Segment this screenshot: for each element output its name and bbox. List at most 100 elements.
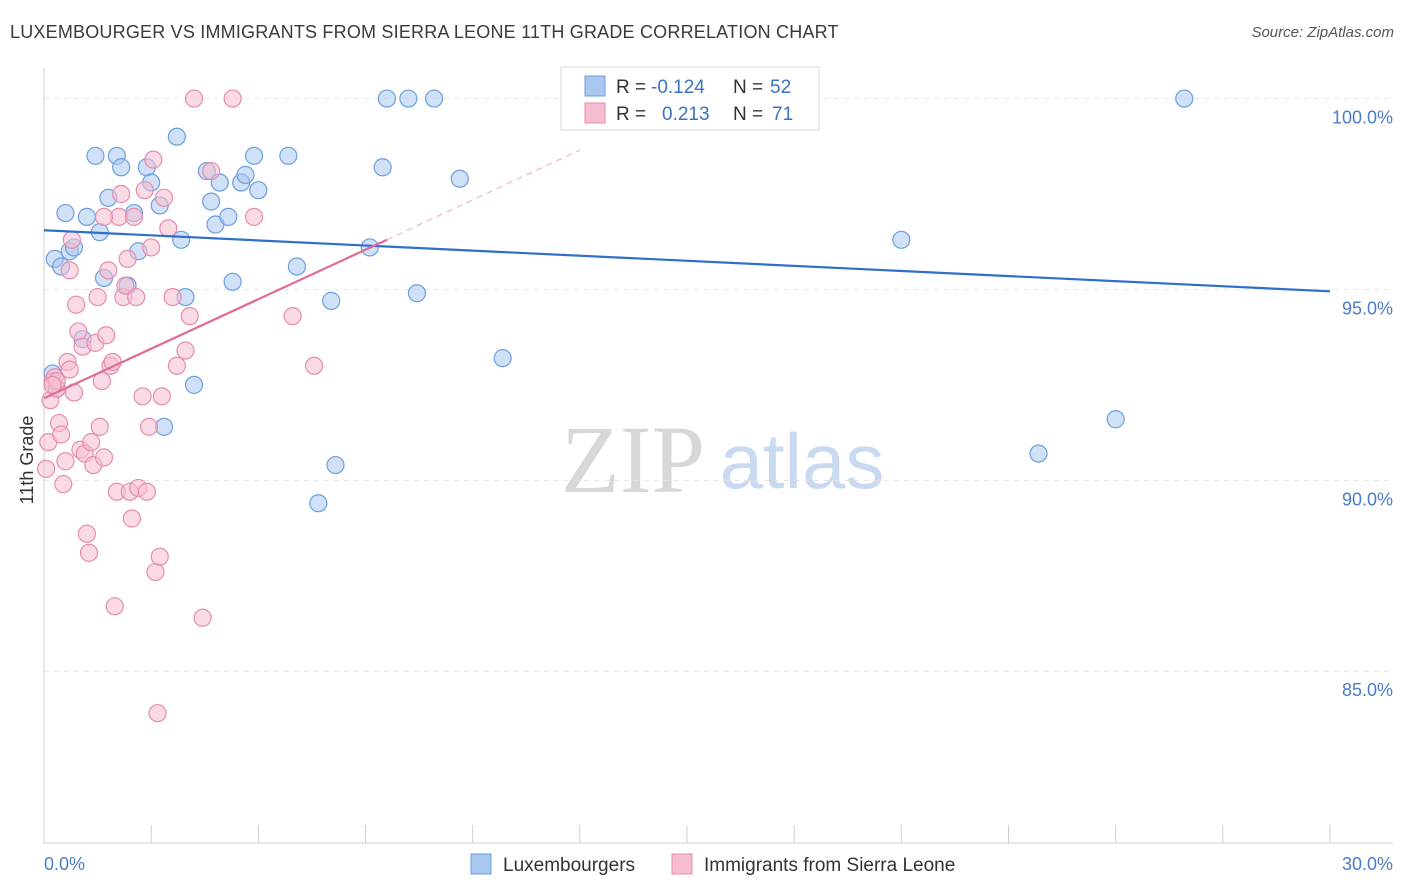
trend-line-sierra-leone-extension (386, 149, 581, 241)
point-luxembourgers (56, 203, 75, 223)
trend-line-luxembourgers (43, 229, 1331, 293)
point-sierra-leone (154, 188, 174, 207)
point-luxembourgers (493, 349, 512, 368)
chart-title: LUXEMBOURGER VS IMMIGRANTS FROM SIERRA L… (10, 22, 839, 42)
legend-n-value-1: 52 (770, 77, 791, 98)
point-luxembourgers (309, 494, 328, 513)
point-sierra-leone (60, 360, 79, 379)
series-legend-swatch-blue (470, 853, 492, 875)
y-tick-label: 95.0% (1342, 298, 1393, 318)
point-sierra-leone (37, 459, 56, 478)
point-sierra-leone (103, 352, 122, 372)
point-luxembourgers (424, 89, 444, 108)
point-sierra-leone (133, 387, 152, 406)
point-sierra-leone (193, 608, 212, 627)
series-legend-label-blue: Luxembourgers (503, 855, 635, 876)
point-luxembourgers (77, 207, 96, 226)
point-luxembourgers (326, 455, 345, 475)
point-sierra-leone (67, 295, 86, 314)
point-sierra-leone (54, 475, 73, 494)
point-luxembourgers (407, 284, 427, 303)
trend-line-sierra-leone (43, 238, 388, 400)
point-sierra-leone (124, 207, 144, 226)
series-legend-swatch-pink (671, 853, 693, 875)
point-sierra-leone (150, 547, 169, 566)
y-tick-label: 90.0% (1342, 489, 1393, 509)
watermark-zip: ZIP (561, 406, 705, 513)
point-sierra-leone (146, 562, 165, 582)
legend-r-value-2: 0.213 (662, 104, 710, 125)
series-legend-label-pink: Immigrants from Sierra Leone (704, 855, 955, 876)
legend-n-label-1: N = (733, 77, 763, 98)
y-tick-label: 100.0% (1332, 108, 1393, 128)
point-luxembourgers (279, 146, 298, 165)
point-sierra-leone (135, 181, 154, 200)
point-sierra-leone (62, 230, 81, 249)
axes: 85.0% 90.0% 95.0% 100.0% (43, 68, 1393, 844)
point-sierra-leone (163, 287, 182, 307)
y-axis-label: 11th Grade (17, 416, 37, 505)
series-legend: Luxembourgers Immigrants from Sierra Leo… (470, 853, 955, 876)
point-sierra-leone (144, 150, 163, 169)
legend-swatch-pink (584, 102, 606, 124)
point-luxembourgers (167, 127, 186, 146)
point-sierra-leone (127, 287, 146, 307)
point-sierra-leone (137, 482, 156, 501)
data-points (37, 89, 1194, 723)
point-sierra-leone (69, 322, 88, 341)
point-sierra-leone (94, 207, 114, 226)
x-tick-label-max: 30.0% (1342, 854, 1393, 874)
point-sierra-leone (112, 184, 131, 204)
point-luxembourgers (86, 146, 105, 165)
legend-r-label-2: R = (616, 104, 646, 125)
point-sierra-leone (176, 341, 195, 360)
point-luxembourgers (377, 89, 397, 108)
point-sierra-leone (52, 425, 71, 444)
point-luxembourgers (399, 89, 418, 108)
point-sierra-leone (202, 161, 221, 181)
point-sierra-leone (159, 219, 178, 238)
stats-legend: R = -0.124 N = 52 R = 0.213 N = 71 (560, 66, 820, 131)
legend-r-value-1: -0.124 (651, 77, 705, 98)
point-sierra-leone (223, 89, 242, 108)
point-sierra-leone (148, 704, 167, 723)
point-luxembourgers (287, 257, 307, 276)
point-luxembourgers (450, 169, 469, 188)
point-sierra-leone (283, 307, 302, 326)
point-luxembourgers (184, 375, 204, 394)
point-sierra-leone (88, 287, 107, 307)
legend-r-label-1: R = (616, 77, 646, 98)
point-sierra-leone (152, 387, 171, 406)
point-sierra-leone (79, 543, 99, 562)
point-luxembourgers (373, 158, 392, 177)
point-sierra-leone (94, 448, 114, 467)
x-tick-label-min: 0.0% (44, 854, 85, 874)
point-luxembourgers (892, 230, 911, 249)
legend-n-label-2: N = (733, 104, 763, 125)
point-sierra-leone (167, 356, 186, 375)
point-sierra-leone (142, 238, 161, 257)
point-luxembourgers (112, 158, 131, 177)
point-sierra-leone (184, 89, 204, 108)
point-sierra-leone (122, 509, 141, 528)
point-sierra-leone (90, 417, 109, 436)
point-luxembourgers (202, 192, 221, 211)
point-luxembourgers (219, 207, 238, 226)
y-tick-label: 85.0% (1342, 680, 1393, 700)
point-sierra-leone (77, 524, 96, 543)
legend-n-value-2: 71 (772, 104, 793, 125)
watermark-atlas: atlas (720, 417, 885, 505)
point-sierra-leone (244, 207, 264, 226)
point-sierra-leone (139, 417, 159, 436)
point-luxembourgers (244, 146, 264, 165)
source-label: Source: ZipAtlas.com (1251, 24, 1394, 41)
point-sierra-leone (118, 249, 137, 268)
point-sierra-leone (97, 326, 116, 345)
legend-swatch-blue (584, 75, 606, 97)
point-luxembourgers (1029, 444, 1048, 463)
point-sierra-leone (116, 276, 135, 295)
point-sierra-leone (304, 356, 324, 375)
point-luxembourgers (322, 291, 341, 310)
point-sierra-leone (180, 307, 199, 326)
